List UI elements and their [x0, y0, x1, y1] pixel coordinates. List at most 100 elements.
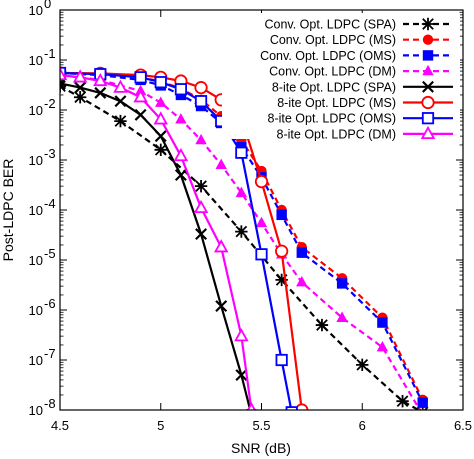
- y-tick-base: 10: [29, 303, 43, 318]
- legend-label: 8-ite Opt. LDPC (SPA): [272, 80, 396, 94]
- data-point: [276, 209, 287, 221]
- data-point: [134, 108, 147, 121]
- data-point: [193, 199, 209, 214]
- data-point: [154, 143, 167, 156]
- y-tick-label: 10: [29, 3, 43, 18]
- data-point: [174, 83, 187, 96]
- y-tick-label: 10: [29, 353, 43, 368]
- data-point: [296, 247, 307, 258]
- data-point: [194, 81, 208, 95]
- data-point: [416, 406, 429, 410]
- data-point: [275, 273, 288, 287]
- data-point: [235, 369, 248, 382]
- y-tick-label: 10: [29, 403, 43, 418]
- y-tick-exponent: -3: [44, 146, 56, 161]
- legend-swatch-marker: [420, 125, 436, 140]
- data-point: [74, 81, 87, 94]
- data-point: [254, 174, 269, 189]
- data-point: [315, 318, 329, 332]
- legend-label: 8-ite Opt. LDPC (DM): [277, 127, 396, 141]
- x-tick-label: 6: [359, 418, 366, 433]
- data-point: [275, 353, 288, 367]
- series-1: [60, 79, 429, 410]
- legend-swatch-marker: [422, 50, 434, 61]
- data-point: [194, 95, 208, 108]
- data-point: [215, 300, 228, 313]
- data-point: [296, 275, 308, 287]
- data-point: [60, 66, 68, 81]
- legend-label: Conv. Opt. LDPC (DM): [269, 65, 396, 79]
- legend-swatch-marker: [421, 17, 435, 31]
- plot-frame: [59, 9, 464, 411]
- series-5: [60, 77, 257, 410]
- y-tick-base: 10: [29, 203, 43, 218]
- y-tick-label: 10: [29, 253, 43, 268]
- legend-label: Conv. Opt. LDPC (MS): [270, 33, 396, 47]
- legend: Conv. Opt. LDPC (SPA)Conv. Opt. LDPC (MS…: [222, 13, 460, 141]
- data-point: [336, 278, 348, 289]
- legend-label: Conv. Opt. LDPC (OMS): [260, 49, 396, 63]
- data-point: [94, 86, 107, 99]
- data-point: [417, 397, 428, 408]
- data-point: [133, 89, 148, 103]
- y-tick-exponent: -5: [44, 246, 56, 261]
- y-axis-label: Post-LDPC BER: [0, 159, 16, 262]
- data-point: [113, 79, 128, 93]
- y-tick-exponent: -7: [44, 346, 56, 361]
- x-tick-label: 5: [157, 418, 164, 433]
- data-point: [377, 317, 388, 328]
- data-point: [235, 225, 248, 238]
- data-point: [114, 114, 127, 128]
- data-point: [72, 69, 88, 83]
- x-tick-label: 5.5: [252, 418, 270, 433]
- y-tick-exponent: -8: [44, 396, 56, 411]
- data-point: [155, 96, 167, 107]
- data-point: [154, 76, 167, 89]
- data-point: [285, 406, 298, 410]
- data-point: [356, 358, 369, 372]
- data-point: [255, 248, 268, 261]
- legend-swatch-marker: [421, 112, 435, 125]
- data-point: [234, 328, 249, 342]
- data-point: [73, 91, 87, 104]
- data-point: [175, 113, 187, 124]
- y-tick-base: 10: [29, 353, 43, 368]
- legend-label: 8-ite Opt. LDPC (OMS): [268, 112, 397, 126]
- y-tick-base: 10: [29, 153, 43, 168]
- y-tick-label: 10: [29, 103, 43, 118]
- x-axis-label: SNR (dB): [231, 440, 291, 456]
- data-point: [255, 216, 268, 228]
- legend-label: Conv. Opt. LDPC (SPA): [264, 18, 396, 32]
- legend-swatch-marker: [422, 64, 434, 76]
- legend-swatch-marker: [422, 80, 434, 93]
- y-tick-exponent: 0: [44, 0, 51, 11]
- data-point: [275, 244, 289, 258]
- data-point: [235, 186, 248, 198]
- y-tick-base: 10: [29, 103, 43, 118]
- data-point: [336, 311, 348, 322]
- y-tick-label: 10: [29, 303, 43, 318]
- data-point: [195, 228, 208, 241]
- data-point: [154, 130, 167, 143]
- legend-swatch-marker: [421, 95, 435, 110]
- y-tick-base: 10: [29, 253, 43, 268]
- data-point: [93, 72, 108, 87]
- data-point: [194, 179, 208, 193]
- legend-swatch-marker: [422, 34, 434, 45]
- data-point: [213, 239, 229, 253]
- y-tick-label: 10: [29, 53, 43, 68]
- legend-label: 8-ite Opt. LDPC (MS): [277, 96, 396, 110]
- data-point: [247, 401, 256, 410]
- data-point: [235, 146, 248, 159]
- data-point: [153, 111, 168, 125]
- data-point: [195, 133, 207, 145]
- y-tick-base: 10: [29, 3, 43, 18]
- data-point: [396, 394, 409, 408]
- data-point: [215, 158, 227, 170]
- data-point: [173, 147, 189, 162]
- x-tick-label: 6.5: [454, 418, 472, 433]
- data-point: [174, 169, 187, 182]
- y-tick-label: 10: [29, 153, 43, 168]
- data-point: [376, 341, 389, 352]
